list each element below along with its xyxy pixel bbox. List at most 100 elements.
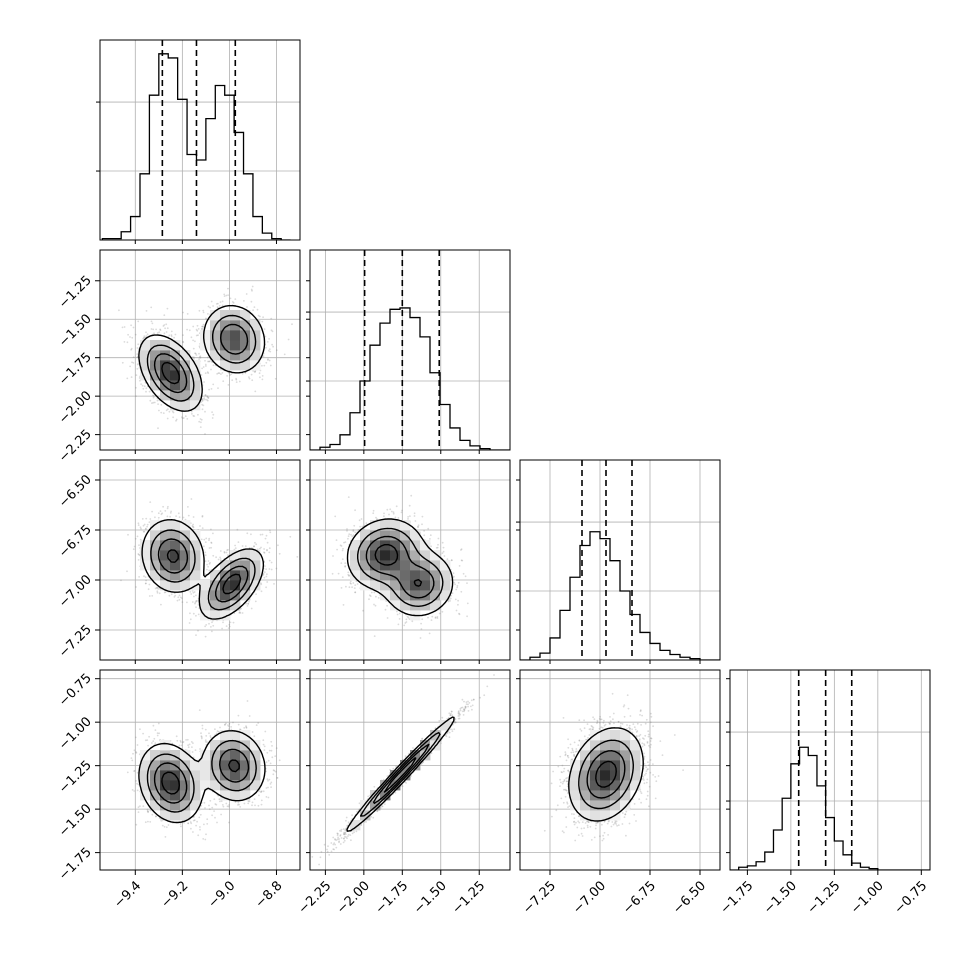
scatter-point <box>650 715 653 718</box>
scatter-point <box>137 783 140 786</box>
scatter-point <box>591 725 594 728</box>
x-tick-label: −1.50 <box>411 878 450 917</box>
density-cell <box>600 770 611 781</box>
scatter-point <box>403 624 406 627</box>
scatter-point <box>573 741 576 744</box>
scatter-point <box>231 301 234 303</box>
scatter-point <box>145 387 148 390</box>
density-cell <box>180 750 191 761</box>
density-cell <box>180 350 191 361</box>
scatter-point <box>191 356 194 358</box>
scatter-point <box>267 358 269 360</box>
scatter-point <box>179 823 182 825</box>
scatter-point <box>267 796 270 799</box>
scatter-point <box>241 372 244 375</box>
scatter-point <box>143 523 146 526</box>
scatter-point <box>454 583 456 586</box>
scatter-point <box>652 725 654 728</box>
scatter-point <box>194 749 197 751</box>
scatter-point <box>459 709 462 712</box>
scatter-point <box>208 622 210 625</box>
density-cell <box>170 520 181 531</box>
scatter-point <box>145 331 147 334</box>
scatter-point <box>208 563 211 565</box>
scatter-point <box>287 338 290 341</box>
scatter-panel-2-1 <box>309 459 511 661</box>
scatter-point <box>232 621 235 624</box>
scatter-point <box>269 529 271 532</box>
scatter-point <box>466 582 468 584</box>
scatter-point <box>265 568 267 570</box>
scatter-point <box>441 552 444 555</box>
scatter-point <box>208 537 211 540</box>
scatter-point <box>268 348 271 351</box>
scatter-point <box>596 722 598 724</box>
scatter-point <box>267 786 269 789</box>
density-cell <box>580 750 591 761</box>
scatter-point <box>643 752 645 755</box>
scatter-point <box>169 512 172 514</box>
scatter-point <box>573 823 576 826</box>
scatter-point <box>626 694 629 697</box>
scatter-point <box>573 820 576 823</box>
scatter-point <box>621 823 624 825</box>
scatter-point <box>247 603 250 605</box>
scatter-point <box>187 506 189 508</box>
scatter-point <box>642 775 645 778</box>
scatter-point <box>137 806 140 809</box>
scatter-point <box>273 769 276 772</box>
density-cell <box>610 790 621 801</box>
density-cell <box>370 560 381 571</box>
scatter-point <box>352 582 355 584</box>
scatter-point <box>247 602 250 605</box>
scatter-point <box>603 719 605 722</box>
scatter-point <box>254 600 257 603</box>
scatter-point <box>409 515 411 517</box>
scatter-point <box>135 752 138 754</box>
scatter-point <box>121 361 124 364</box>
scatter-point <box>330 842 333 844</box>
density-cell <box>220 760 231 771</box>
density-cell <box>220 750 231 761</box>
scatter-point <box>601 839 604 842</box>
density-cell <box>430 550 441 561</box>
scatter-point <box>326 848 328 851</box>
density-cell <box>180 540 191 551</box>
scatter-point <box>341 558 344 561</box>
scatter-point <box>192 526 195 529</box>
scatter-point <box>563 780 566 782</box>
density-cell <box>160 530 171 541</box>
scatter-point <box>272 345 274 348</box>
scatter-point <box>644 764 646 767</box>
scatter-point <box>563 788 565 791</box>
scatter-point <box>269 762 272 765</box>
scatter-point <box>229 297 232 300</box>
scatter-point <box>246 700 249 702</box>
scatter-point <box>567 746 570 749</box>
scatter-point <box>340 828 343 831</box>
panel-border <box>99 459 301 661</box>
density-cell <box>240 350 251 361</box>
density-cell <box>600 800 611 811</box>
scatter-point <box>567 806 569 809</box>
scatter-point <box>340 562 343 564</box>
scatter-point <box>234 544 237 547</box>
scatter-point <box>164 510 167 512</box>
scatter-point <box>442 546 445 549</box>
scatter-point <box>446 732 449 734</box>
scatter-point <box>156 399 159 402</box>
density-cell <box>190 780 201 791</box>
scatter-point <box>163 591 166 594</box>
scatter-point <box>220 373 222 375</box>
scatter-point <box>347 835 349 837</box>
scatter-point <box>192 612 195 615</box>
density-cell <box>190 570 201 581</box>
density-cell <box>140 770 151 781</box>
scatter-point <box>622 705 625 708</box>
density-cell <box>190 370 201 381</box>
scatter-point <box>263 548 265 550</box>
scatter-point <box>417 525 419 528</box>
scatter-point <box>248 376 250 378</box>
scatter-point <box>624 813 627 816</box>
density-cell <box>160 520 171 531</box>
